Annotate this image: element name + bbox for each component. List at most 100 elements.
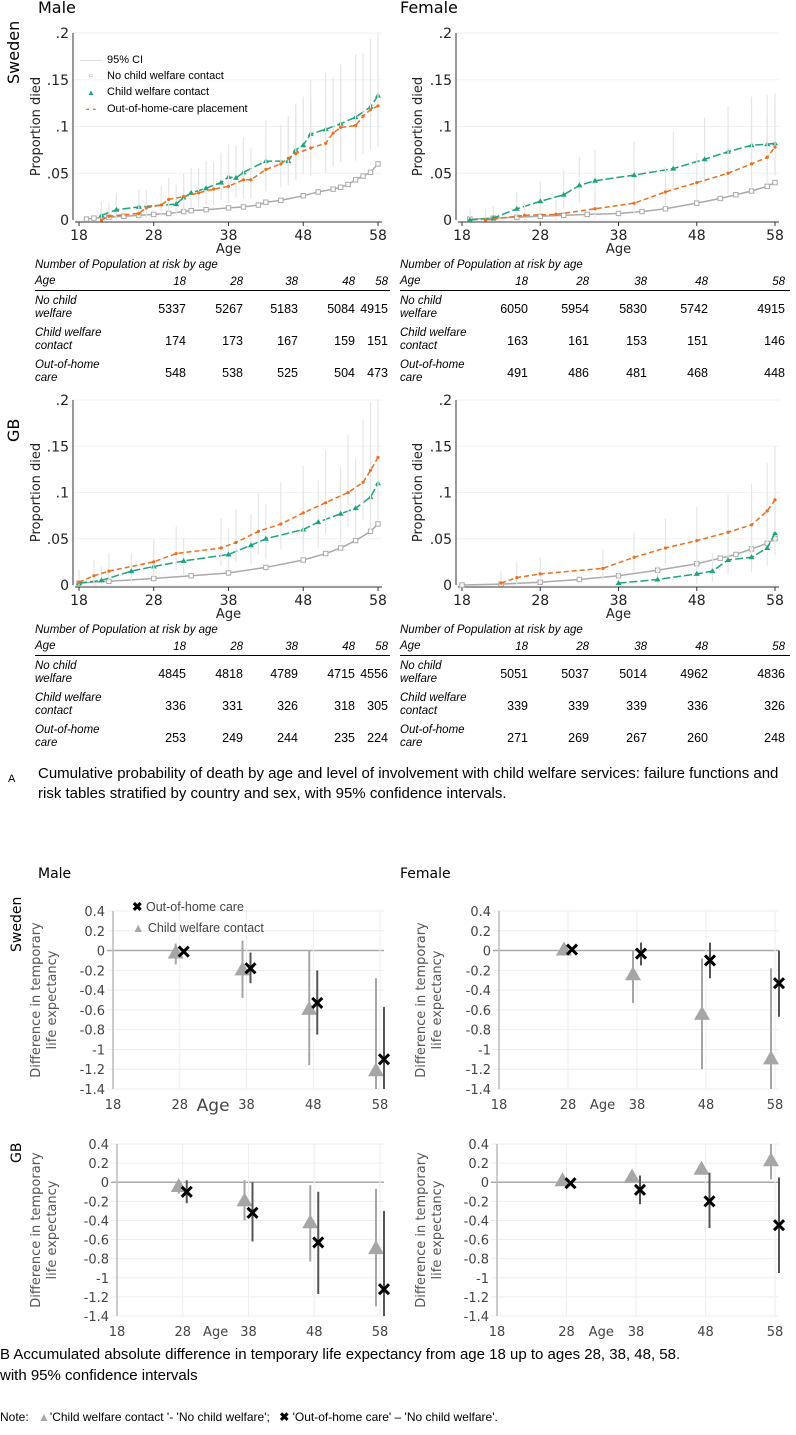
legend-item-cw: ▲ Child welfare contact xyxy=(132,918,264,939)
legend-label: 95% CI xyxy=(107,54,144,66)
chart-b-sweden-male: 0.4 0.2 0 -0.2 -0.4 -0.6 -0.8 -1 -1.2 -1.418 28 38 4… xyxy=(29,905,391,1116)
data-point-x xyxy=(180,1185,193,1198)
y-axis-label: Proportion died xyxy=(29,77,44,176)
y-tick-label: -0.8 xyxy=(466,1024,491,1039)
row-label: Out-of-home care xyxy=(400,359,476,385)
data-point-triangle xyxy=(301,1000,318,1015)
data-point xyxy=(560,191,567,197)
data-point xyxy=(765,155,769,159)
data-point-x xyxy=(377,1283,391,1296)
data-point xyxy=(99,218,104,222)
row-label: Out-of-home care xyxy=(35,724,111,750)
legend-label: Out-of-home care xyxy=(145,900,244,914)
series-line xyxy=(469,142,776,221)
row-value: 4836 xyxy=(757,667,785,681)
x-axis-label: Age xyxy=(197,1096,230,1116)
y-tick-label: -1.4 xyxy=(466,1083,491,1098)
row-value: 318 xyxy=(334,699,355,713)
data-point xyxy=(733,192,739,198)
y-tick-label: 0.2 xyxy=(470,925,491,940)
risk-table-row: Child welfare contact 174 173 167 159 151 xyxy=(35,325,390,357)
data-point xyxy=(144,206,148,210)
row-value: 4715 xyxy=(327,667,355,681)
y-tick-label: 0 xyxy=(60,213,69,229)
series-cw xyxy=(554,1144,779,1187)
row-label-line2: care xyxy=(400,737,423,749)
row-value: 473 xyxy=(367,366,388,380)
row-value: 4818 xyxy=(215,667,243,681)
row-value: 336 xyxy=(687,699,708,713)
x-tick-label: 38 xyxy=(610,593,628,609)
data-point xyxy=(300,192,306,199)
data-point xyxy=(241,178,246,182)
row-value: 331 xyxy=(222,699,243,713)
data-point xyxy=(234,540,238,545)
chart-a-gb-female: 0 .05 .1 .15 .2 18 28 38 48 58 Age Proportion died xyxy=(411,393,784,622)
row-value: 260 xyxy=(687,731,708,745)
row-value: 5084 xyxy=(327,302,355,316)
x-tick-label: 18 xyxy=(453,228,471,244)
x-tick-label: 48 xyxy=(698,1098,715,1113)
data-point xyxy=(748,554,755,560)
triangle-marker-icon: ▲ xyxy=(87,88,95,97)
row-value: 339 xyxy=(507,699,528,713)
y-tick-label: -0.6 xyxy=(80,1004,105,1019)
row-label-line2: care xyxy=(35,372,58,384)
x-tick-label: 18 xyxy=(491,1098,508,1113)
data-point-x xyxy=(311,996,324,1010)
header-cell: 38 xyxy=(634,641,647,653)
y-tick-label: -1 xyxy=(478,1043,491,1058)
x-axis-label: Age xyxy=(216,242,241,257)
data-point xyxy=(137,211,141,216)
data-point xyxy=(167,197,171,202)
data-point xyxy=(322,550,329,557)
row-label-line2: contact xyxy=(35,340,73,352)
data-point xyxy=(91,215,97,221)
header-cell: 18 xyxy=(515,276,528,288)
y-tick-label: -0.6 xyxy=(464,1234,489,1249)
row-value: 339 xyxy=(568,699,589,713)
x-axis-label: Age xyxy=(606,607,631,622)
series-line xyxy=(618,532,776,584)
label-sweden-a: Sweden xyxy=(4,20,23,84)
row-label-line2: contact xyxy=(35,705,73,717)
y-tick-label: -1.2 xyxy=(466,1063,491,1078)
note-cw: 'Child welfare contact '- 'No child welf… xyxy=(49,1410,270,1424)
data-point xyxy=(121,213,127,219)
x-tick-label: 48 xyxy=(294,593,312,609)
y-tick-label: -0.6 xyxy=(466,1004,491,1019)
x-tick-label: 18 xyxy=(70,593,88,609)
header-cell: 28 xyxy=(230,641,243,653)
series-cw xyxy=(76,421,381,586)
data-point xyxy=(225,551,232,557)
header-cell: 28 xyxy=(576,276,589,288)
y-tick-label: .15 xyxy=(47,73,69,89)
row-value: 159 xyxy=(334,334,355,348)
row-value: 167 xyxy=(277,334,298,348)
risk-table-row: Out-of-home care 271 269 267 260 248 xyxy=(400,722,790,754)
x-tick-label: 28 xyxy=(531,593,549,609)
x-tick-label: 58 xyxy=(767,1325,784,1340)
row-label-line2: care xyxy=(400,372,423,384)
row-label: Child welfare contact xyxy=(400,692,476,718)
header-cell: Age xyxy=(35,275,56,287)
data-point xyxy=(337,184,344,190)
data-point xyxy=(663,190,668,194)
row-value: 504 xyxy=(334,366,355,380)
data-point xyxy=(240,204,247,210)
y-tick-label: 0.2 xyxy=(88,1157,109,1172)
data-point xyxy=(376,104,380,108)
data-point-x xyxy=(377,1053,391,1066)
x-tick-label: 58 xyxy=(766,593,784,609)
data-point xyxy=(113,206,120,212)
data-point xyxy=(128,568,135,574)
data-point-x xyxy=(312,1236,325,1249)
legend-label: Child welfare contact xyxy=(147,921,264,935)
y-tick-label: -1.4 xyxy=(84,1310,109,1325)
data-point xyxy=(764,183,770,190)
row-label-line2: contact xyxy=(400,340,438,352)
caption-a-letter: A xyxy=(8,773,16,785)
risk-table-header: Age 18 28 38 48 58 xyxy=(35,275,390,291)
x-tick-label: 28 xyxy=(145,228,163,244)
risk-table-row: No child welfare 6050 5954 5830 5742 4915 xyxy=(400,293,790,325)
